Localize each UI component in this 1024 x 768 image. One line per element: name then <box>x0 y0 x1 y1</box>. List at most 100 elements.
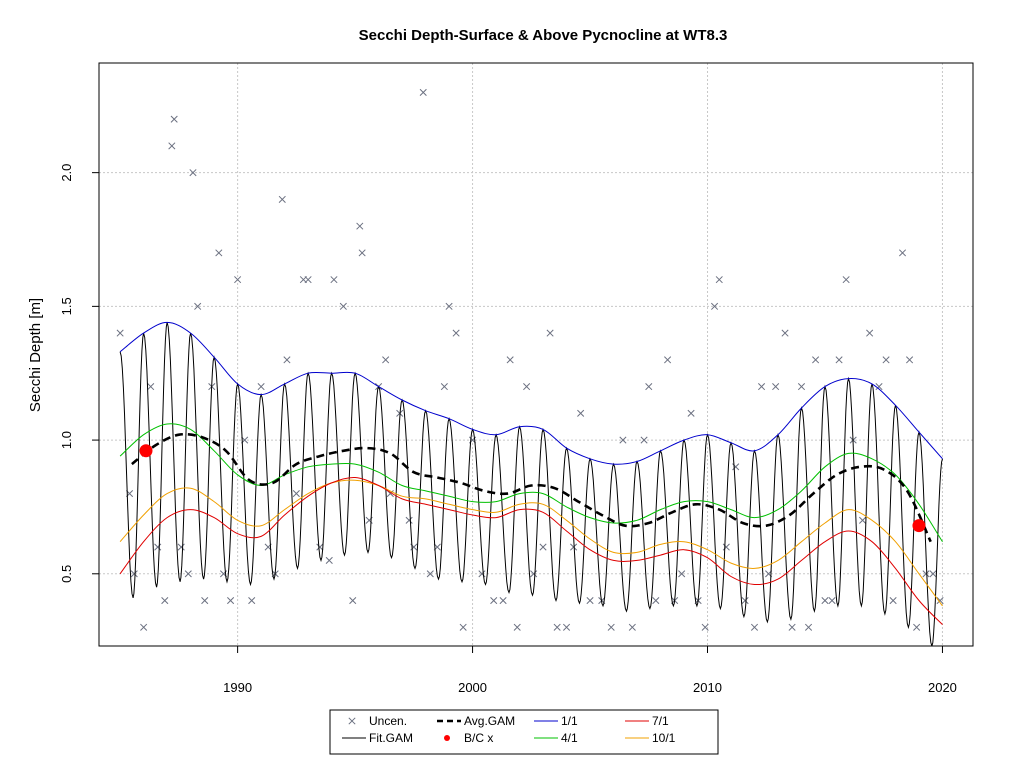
uncen-point <box>283 356 291 364</box>
uncen-point <box>405 516 413 524</box>
uncen-point <box>797 383 806 391</box>
grid <box>99 63 973 646</box>
legend-label: 4/1 <box>561 731 578 745</box>
uncen-point <box>168 142 176 150</box>
uncen-point <box>936 596 944 605</box>
uncen-point <box>177 543 185 551</box>
uncen-point <box>358 249 366 257</box>
uncen-point <box>523 383 531 391</box>
uncen-point <box>922 570 930 578</box>
uncen-point <box>440 383 448 391</box>
uncen-point <box>757 383 766 391</box>
plot-area <box>116 88 944 646</box>
uncen-point <box>201 596 209 605</box>
legend: Uncen. Fit.GAM Avg.GAM B/C x 1/1 4/1 7/1 10/1 <box>329 709 719 755</box>
uncen-point <box>227 596 235 605</box>
uncen-point <box>722 543 730 551</box>
line-10-1 <box>119 479 943 607</box>
uncen-point <box>170 115 178 123</box>
uncen-point <box>889 596 897 605</box>
uncen-point <box>628 623 636 631</box>
uncen-point <box>304 276 312 284</box>
y-tick-label: 1.0 <box>59 431 74 449</box>
y-tick-label: 1.5 <box>59 297 74 315</box>
uncen-point <box>161 596 169 605</box>
uncen-point <box>147 383 155 391</box>
y-tick-label: 0.5 <box>59 565 74 583</box>
uncen-point <box>513 623 521 631</box>
uncen-point <box>586 596 594 605</box>
uncen-point <box>835 356 843 364</box>
uncen-point <box>278 195 286 203</box>
uncen-point <box>459 623 467 631</box>
uncen-point <box>812 356 820 364</box>
chart-title: Secchi Depth-Surface & Above Pycnocline … <box>359 27 728 44</box>
line-4-1 <box>119 423 943 542</box>
legend-symbol-bc <box>444 735 450 741</box>
uncen-point <box>652 596 660 605</box>
uncen-point <box>330 276 338 284</box>
uncen-point <box>570 543 578 551</box>
uncen-point <box>788 623 796 631</box>
fit-gam-line <box>119 322 943 646</box>
legend-label: Avg.GAM <box>464 714 515 728</box>
uncen-point <box>382 356 390 364</box>
uncen-point <box>821 596 829 605</box>
uncen-point <box>539 543 547 551</box>
uncen-point <box>506 356 514 364</box>
legend-label: B/C x <box>464 731 493 745</box>
series-layer <box>116 88 944 646</box>
uncen-point <box>546 329 554 337</box>
x-tick-label: 2010 <box>693 680 722 695</box>
uncen-point <box>562 623 571 631</box>
uncen-point <box>607 623 615 631</box>
legend-label: 1/1 <box>561 714 578 728</box>
uncen-point <box>140 623 148 631</box>
uncen-point <box>645 383 653 391</box>
uncen-point <box>499 596 507 605</box>
uncen-point <box>215 249 223 257</box>
y-axis-label: Secchi Depth [m] <box>27 298 44 412</box>
uncen-point <box>339 302 347 310</box>
uncen-point <box>859 516 867 524</box>
uncen-point <box>234 276 242 284</box>
uncen-point <box>687 409 695 417</box>
uncen-point <box>189 169 197 177</box>
uncen-point <box>913 623 921 631</box>
avg-gam-line <box>131 432 932 543</box>
uncen-point <box>349 596 357 605</box>
line-7-1 <box>119 476 943 625</box>
uncen-point <box>419 88 427 96</box>
uncen-point <box>664 356 672 364</box>
uncen-point <box>929 570 937 578</box>
uncen-point <box>711 302 719 310</box>
uncen-point <box>619 436 627 444</box>
x-tick-label: 1990 <box>223 680 252 695</box>
uncen-point <box>898 249 907 257</box>
uncen-point <box>356 222 364 230</box>
uncen-point <box>426 570 434 578</box>
uncen-point <box>781 329 789 337</box>
uncen-point <box>882 356 890 364</box>
uncen-point <box>866 329 874 337</box>
legend-label: 7/1 <box>652 714 669 728</box>
uncen-point <box>194 302 202 310</box>
uncen-point <box>772 383 780 391</box>
uncen-point <box>750 623 759 631</box>
uncen-point <box>875 383 883 391</box>
x-tick-label: 2000 <box>458 680 487 695</box>
uncen-point <box>248 596 256 605</box>
uncen-point <box>804 623 813 631</box>
uncen-point <box>116 329 124 337</box>
uncen-point <box>184 570 192 578</box>
uncen-point <box>292 490 300 498</box>
uncen-point <box>828 596 836 605</box>
uncen-point <box>577 409 585 417</box>
uncen-point <box>906 356 914 364</box>
uncen-point <box>553 623 561 631</box>
legend-label: Uncen. <box>369 714 407 728</box>
uncen-point <box>325 556 333 564</box>
uncen-point <box>445 302 453 310</box>
uncen-point <box>316 543 324 551</box>
